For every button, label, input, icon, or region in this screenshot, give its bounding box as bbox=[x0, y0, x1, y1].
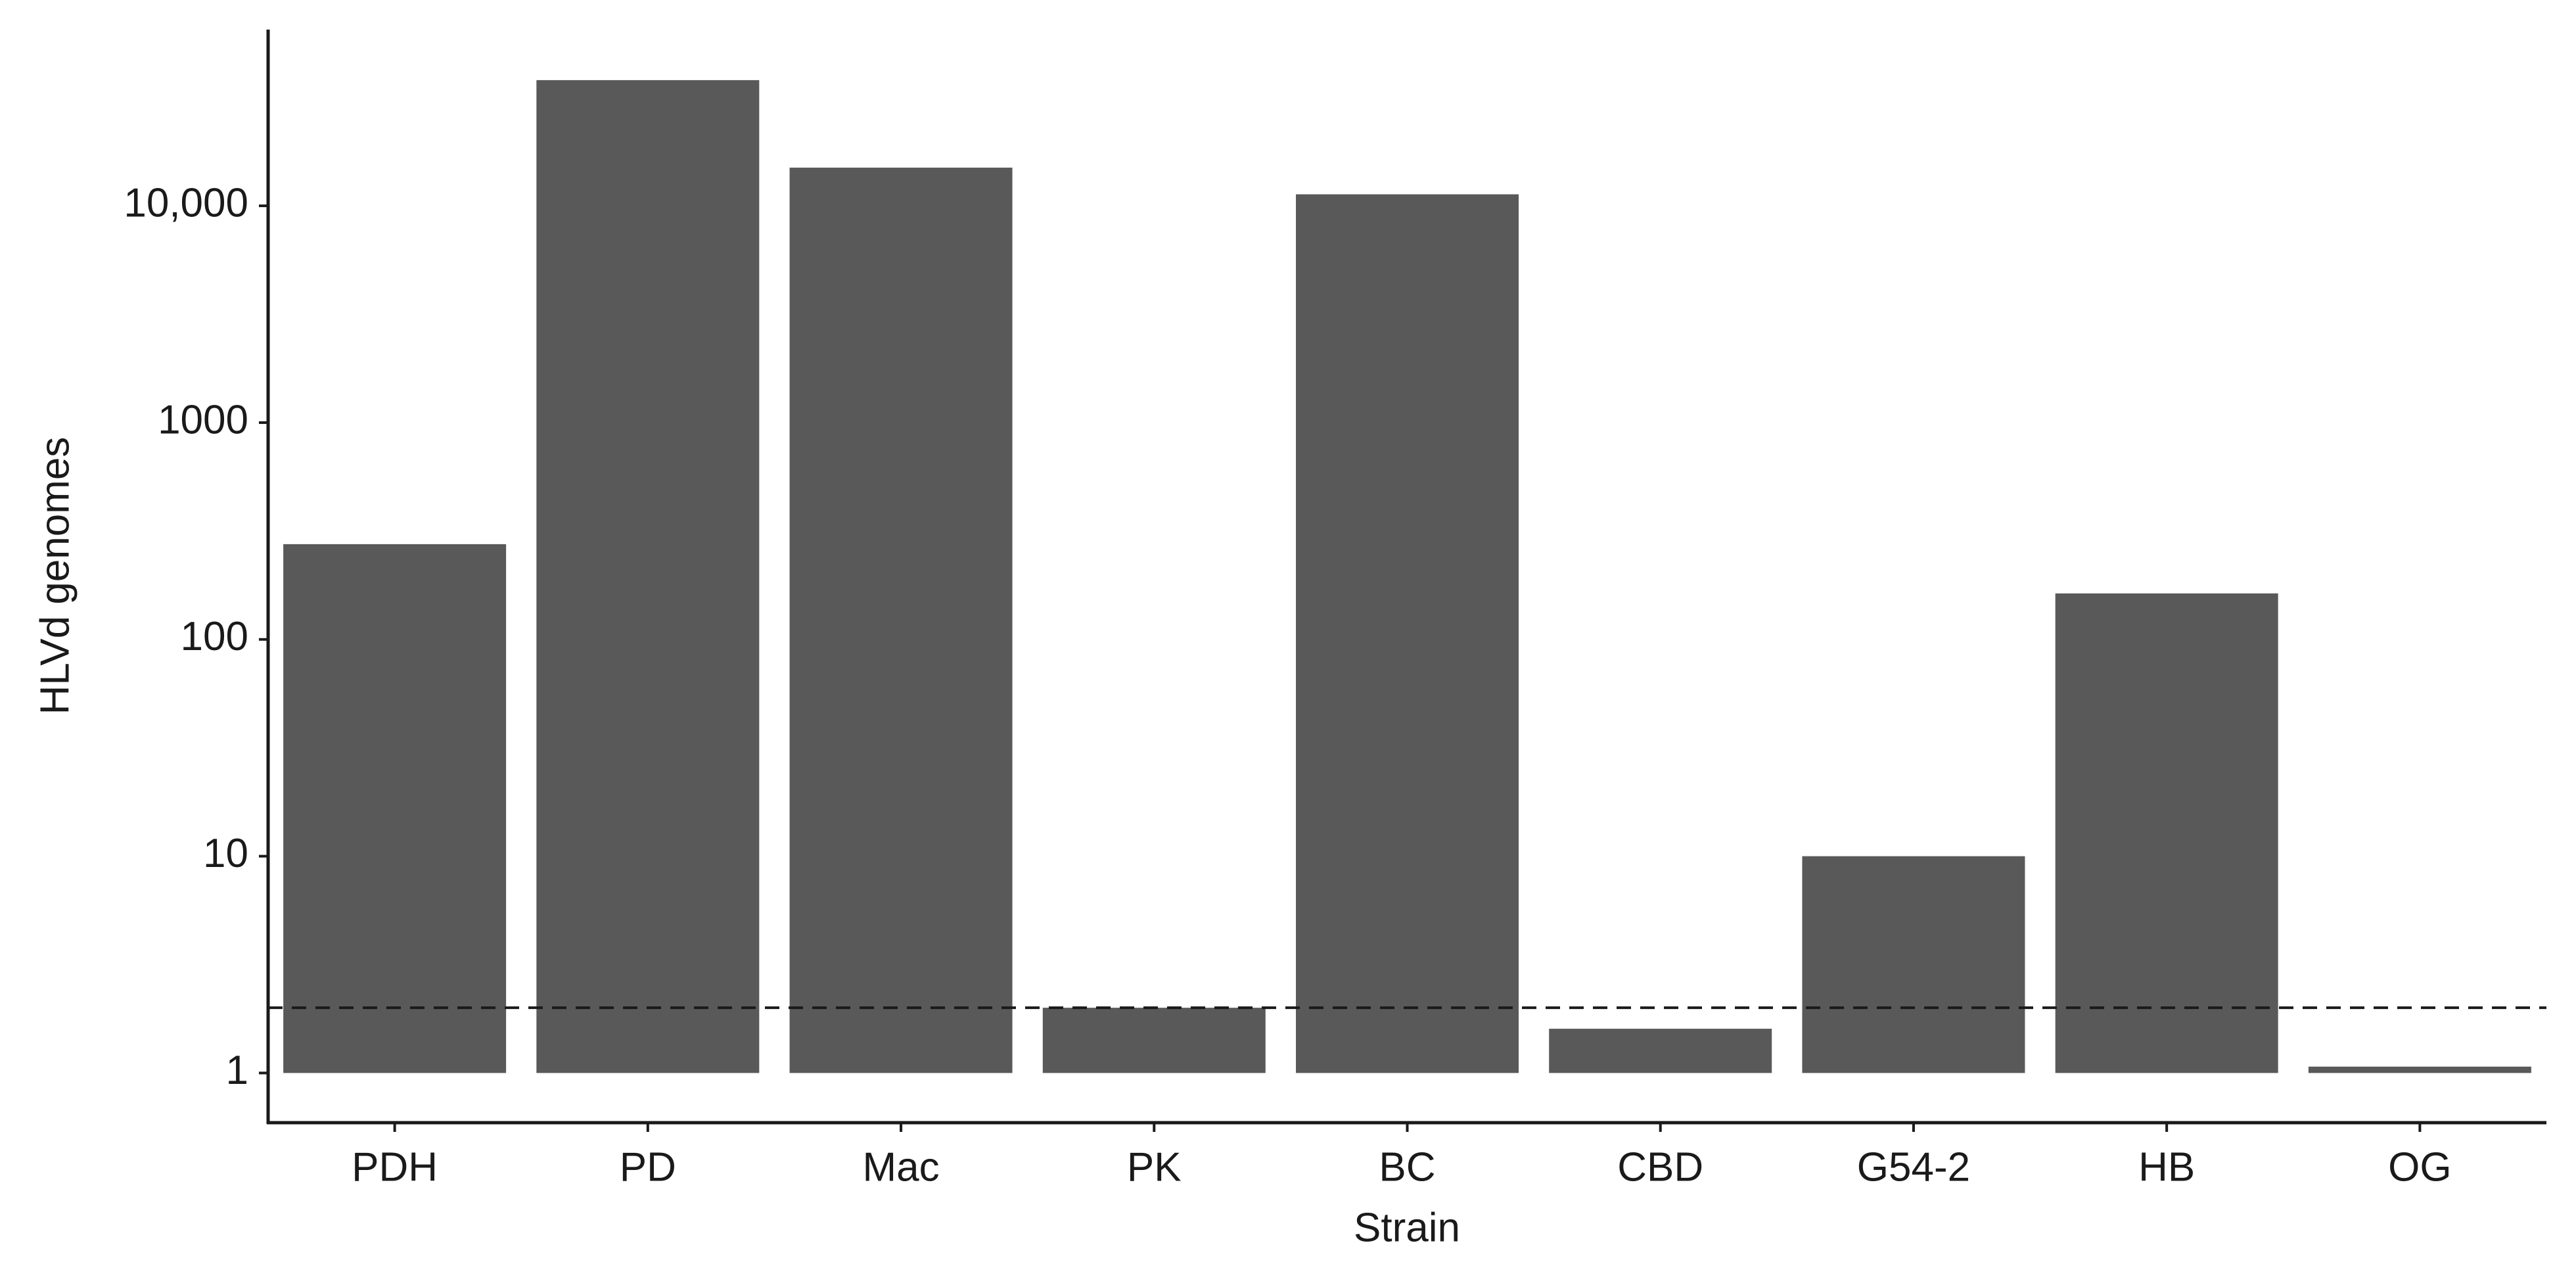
x-tick-label: OG bbox=[2388, 1144, 2451, 1190]
y-tick-label: 1 bbox=[226, 1048, 248, 1093]
x-tick-label: PD bbox=[620, 1144, 676, 1190]
bar bbox=[1296, 194, 1519, 1073]
x-tick-label: G54-2 bbox=[1857, 1144, 1970, 1190]
x-tick-label: BC bbox=[1379, 1144, 1435, 1190]
bar bbox=[283, 544, 507, 1073]
x-tick-label: PDH bbox=[352, 1144, 438, 1190]
bar bbox=[1549, 1029, 1772, 1073]
y-tick-label: 1000 bbox=[158, 397, 248, 442]
bar bbox=[789, 168, 1013, 1073]
x-tick-label: HB bbox=[2138, 1144, 2195, 1190]
bar bbox=[1802, 856, 2025, 1073]
x-tick-label: CBD bbox=[1617, 1144, 1703, 1190]
x-tick-label: Mac bbox=[862, 1144, 939, 1190]
y-tick-label: 100 bbox=[181, 614, 248, 659]
x-tick-label: PK bbox=[1127, 1144, 1182, 1190]
bar bbox=[2308, 1066, 2531, 1073]
x-axis-label: Strain bbox=[1354, 1205, 1460, 1250]
bar bbox=[536, 80, 760, 1073]
y-axis-label: HLVd genomes bbox=[32, 437, 78, 715]
bar bbox=[1042, 1008, 1266, 1073]
y-tick-label: 10,000 bbox=[124, 180, 248, 225]
y-tick-label: 10 bbox=[203, 831, 248, 876]
bar bbox=[2055, 593, 2278, 1073]
